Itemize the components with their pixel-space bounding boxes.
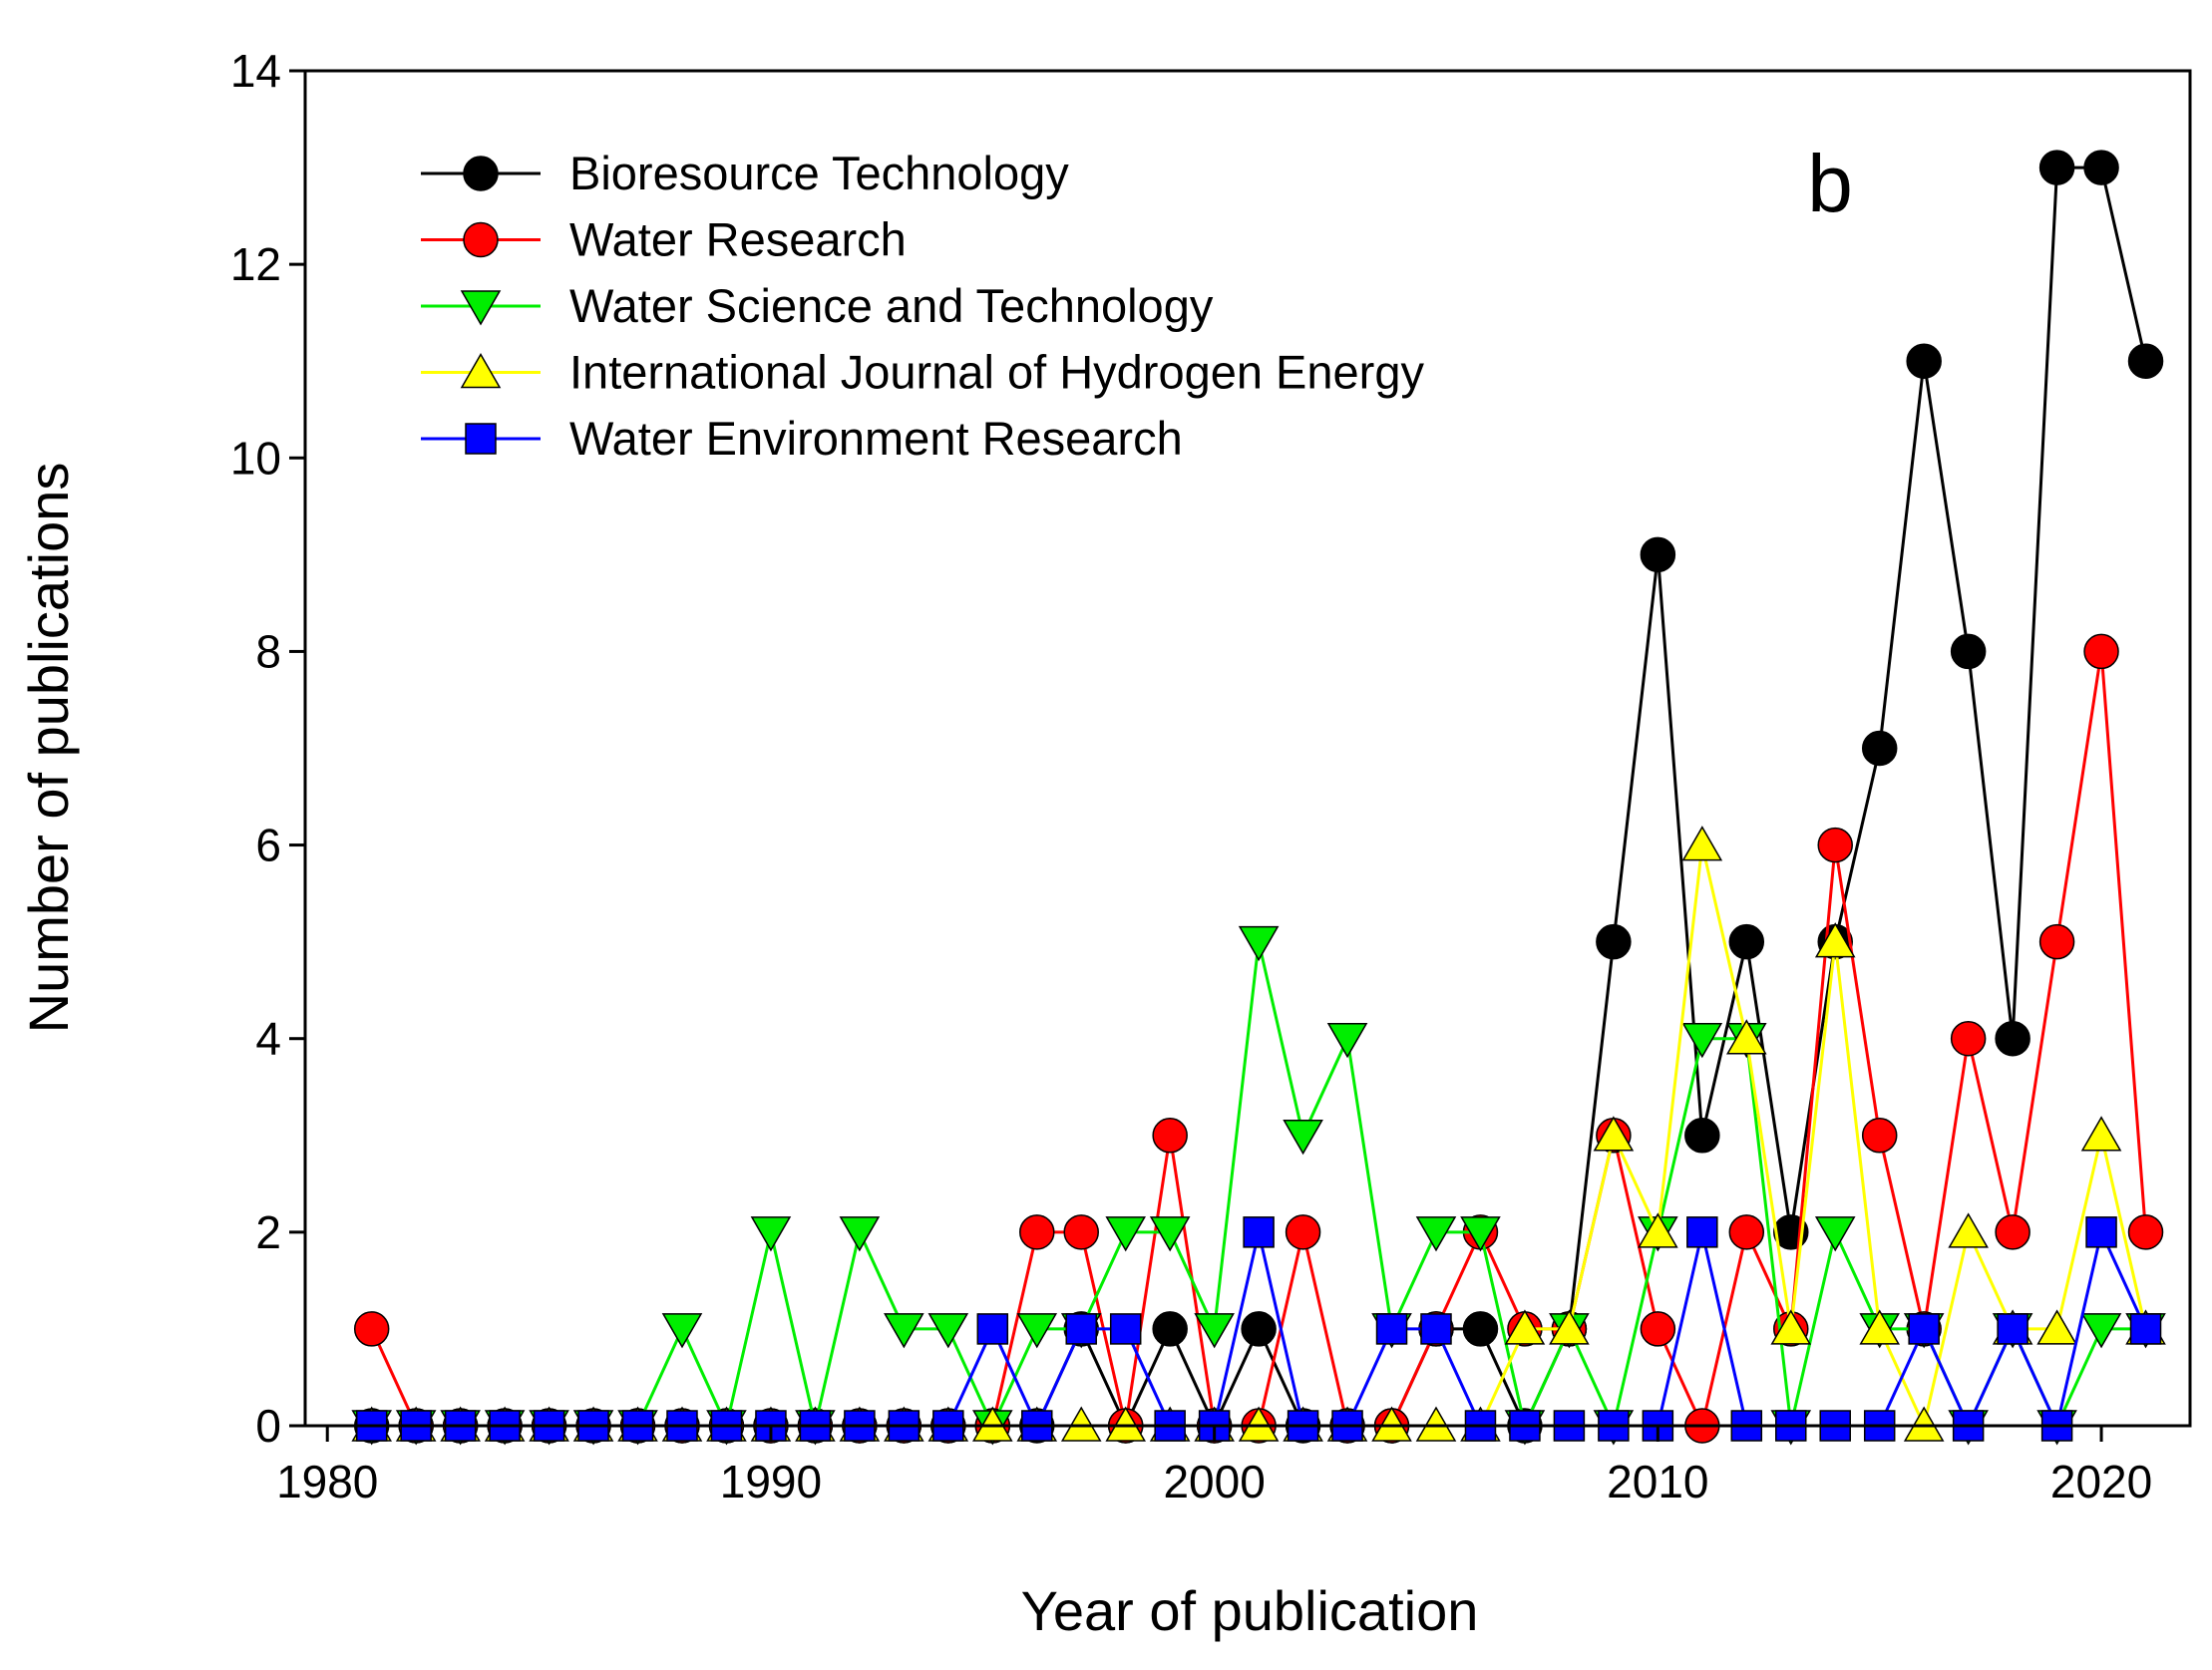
legend-label: Water Science and Technology [569,279,1214,332]
data-point [1287,1215,1320,1249]
legend-entry: Bioresource Technology [421,147,1069,199]
y-axis-title: Number of publications [17,463,80,1034]
panel-label: b [1807,139,1853,229]
legend: Bioresource Technology Water Research Wate… [421,147,1424,465]
data-point [1064,1215,1098,1249]
legend-entry: Water Environment Research [421,412,1183,465]
x-tick-label: 2000 [1163,1456,1265,1507]
data-point [1463,1312,1497,1346]
x-tick-label: 2010 [1607,1456,1708,1507]
series-line [372,942,2146,1426]
legend-marker [464,157,498,190]
data-point [1597,925,1631,959]
axis-ticks: 0 2 4 6 8 10 12 14 1980 1990 2000 2010 2020 [230,45,2152,1507]
data-point [1683,828,1721,860]
data-point [1421,1314,1451,1344]
data-point [1153,1312,1187,1346]
y-tick-label: 2 [255,1206,281,1258]
legend-entry: International Journal of Hydrogen Energy [421,346,1424,399]
data-point [2086,1217,2116,1247]
data-point [1687,1217,1717,1247]
y-tick-label: 8 [255,625,281,677]
data-point [1018,1314,1056,1347]
data-point [355,1312,389,1346]
data-point [1996,1215,2029,1249]
y-tick-label: 0 [255,1400,281,1452]
data-point [2082,1314,2120,1347]
legend-marker [466,424,496,454]
legend-marker [464,223,498,257]
x-tick-label: 1980 [276,1456,378,1507]
data-point [885,1314,922,1347]
data-point [1952,1022,1986,1056]
data-point [929,1314,967,1347]
legend-entry: Water Research [421,213,907,266]
data-point [1685,1119,1719,1153]
data-point [1998,1314,2028,1344]
legend-label: International Journal of Hydrogen Energy [569,346,1424,399]
series-water-science-and-technology [353,927,2165,1444]
data-point [1328,1024,1366,1057]
data-point [1066,1314,1096,1344]
data-point [1952,634,1986,668]
x-axis-title: Year of publication [1021,1579,1479,1642]
data-point [1244,1217,1274,1247]
data-point [1242,1312,1276,1346]
data-point [1816,1217,1854,1250]
legend-label: Water Environment Research [569,412,1183,465]
data-point [1863,1119,1897,1153]
data-point [1377,1314,1407,1344]
data-point [1818,829,1852,862]
data-point [1641,1312,1674,1346]
data-point [1996,1022,2029,1056]
data-point [2084,634,2118,668]
y-tick-label: 12 [230,238,281,290]
data-point [2040,925,2074,959]
y-tick-label: 14 [230,45,281,97]
data-point [841,1217,879,1250]
x-tick-label: 1990 [720,1456,822,1507]
data-point [752,1217,790,1250]
data-point [2131,1314,2161,1344]
data-point [2084,151,2118,184]
data-point [1729,925,1763,959]
y-tick-label: 10 [230,432,281,484]
data-point [1641,537,1674,571]
data-point [1907,344,1941,378]
data-point [977,1314,1007,1344]
legend-label: Water Research [569,213,907,266]
data-point [1153,1119,1187,1153]
data-point [1683,1024,1721,1057]
legend-label: Bioresource Technology [569,147,1069,199]
data-point [1950,1214,1988,1247]
data-point [2040,151,2074,184]
data-point [2082,1118,2120,1151]
y-tick-label: 4 [255,1013,281,1065]
data-point [1909,1314,1939,1344]
y-tick-label: 6 [255,820,281,871]
data-point [1863,732,1897,766]
data-point [1111,1314,1141,1344]
data-point [2129,344,2163,378]
data-point [1285,1121,1322,1154]
data-point [663,1314,701,1347]
chart: 0 2 4 6 8 10 12 14 1980 1990 2000 2010 2020 Bioresou… [0,0,2212,1670]
x-tick-label: 2020 [2050,1456,2152,1507]
data-point [1729,1215,1763,1249]
data-point [2129,1215,2163,1249]
data-point [1240,927,1278,960]
data-point [1020,1215,1054,1249]
legend-entry: Water Science and Technology [421,279,1214,332]
series-bioresource-technology [355,151,2163,1443]
